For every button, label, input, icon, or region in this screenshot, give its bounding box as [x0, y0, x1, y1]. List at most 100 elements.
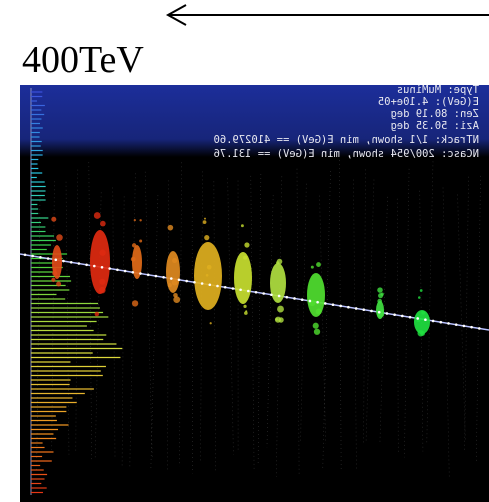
deposit-hit	[277, 259, 283, 265]
deposit-hit	[243, 256, 247, 260]
deposit-hit	[378, 293, 383, 298]
track-point	[447, 322, 450, 325]
deposit-hit	[95, 312, 100, 317]
deposit-cluster	[166, 251, 180, 293]
track-point	[93, 265, 96, 268]
track-point	[386, 312, 389, 315]
deposit-hit	[377, 299, 382, 304]
page: 400TeV Type: MuMinus E(GeV): 4.10e+05 Ze…	[0, 0, 489, 502]
track-point	[255, 291, 258, 294]
deposit-hit	[132, 243, 136, 247]
info-line: E(GeV): 4.10e+05	[378, 96, 479, 108]
track-point	[455, 323, 458, 326]
track-point	[70, 261, 73, 264]
track-point	[316, 301, 319, 304]
deposit-hit	[168, 225, 174, 231]
deposit-hit	[241, 224, 244, 227]
track-point	[170, 277, 173, 280]
track-point	[432, 320, 435, 323]
track-point	[286, 296, 289, 299]
track-point	[347, 306, 350, 309]
deposit-hit	[51, 217, 56, 222]
deposit-hit	[203, 220, 207, 224]
info-line: NCasc: 200/954 shown, min E(GeV) == 131.…	[213, 148, 479, 160]
track-point	[332, 303, 335, 306]
track-point	[239, 288, 242, 291]
track-point	[270, 293, 273, 296]
track-point	[24, 254, 27, 257]
track-point	[478, 327, 481, 330]
track-point	[162, 276, 165, 279]
track-point	[116, 268, 119, 271]
deposit-hit	[134, 219, 136, 221]
track-point	[209, 283, 212, 286]
deposit-hit	[275, 318, 278, 321]
deposit-hit	[204, 218, 206, 220]
deposit-hit	[173, 296, 180, 303]
track-point	[401, 315, 404, 318]
deposit-cluster	[270, 263, 286, 303]
deposit-hit	[99, 250, 105, 256]
deposit-hit	[206, 274, 209, 277]
deposit-hit	[277, 306, 284, 313]
track-point	[185, 280, 188, 283]
deposit-cluster	[90, 230, 110, 294]
track-point	[55, 259, 58, 262]
deposit-hit	[244, 311, 248, 315]
deposit-hit	[207, 265, 212, 270]
deposit-hit	[168, 283, 172, 287]
track-point	[201, 282, 204, 285]
info-line: NTrack: 1/1 shown, min E(GeV) == 410279.…	[213, 134, 479, 146]
info-line: Type: MuMinus	[397, 84, 479, 96]
deposit-hit	[417, 330, 423, 336]
deposit-hit	[172, 280, 178, 286]
deposit-hit	[99, 279, 105, 285]
track-point	[101, 266, 104, 269]
deposit-hit	[314, 329, 320, 335]
track-point	[78, 262, 81, 265]
info-line: Zen: 80.19 deg	[390, 108, 479, 120]
deposit-hit	[172, 258, 177, 263]
deposit-hit	[204, 235, 209, 240]
deposit-hit	[311, 266, 314, 269]
energy-label: 400TeV	[22, 39, 144, 81]
track-point	[278, 295, 281, 298]
track-point	[424, 318, 427, 321]
track-point	[301, 298, 304, 301]
track-point	[132, 271, 135, 274]
track-point	[355, 307, 358, 310]
track-point	[440, 321, 443, 324]
track-point	[378, 311, 381, 314]
track-point	[339, 305, 342, 308]
deposit-cluster	[234, 252, 252, 304]
track-point	[155, 275, 158, 278]
track-point	[224, 286, 227, 289]
track-point	[416, 317, 419, 320]
track-point	[193, 281, 196, 284]
deposit-hit	[377, 287, 383, 293]
track-point	[370, 310, 373, 313]
deposit-hit	[139, 240, 142, 243]
deposit-hit	[420, 289, 423, 292]
deposit-hit	[244, 242, 249, 247]
track-point	[293, 297, 296, 300]
track-point	[470, 326, 473, 329]
track-point	[85, 263, 88, 266]
info-line: Azi: 50.35 deg	[390, 120, 479, 132]
deposit-hit	[131, 257, 136, 262]
deposit-hit	[243, 305, 246, 308]
track-point	[409, 316, 412, 319]
deposit-hit	[56, 234, 63, 241]
track-point	[108, 267, 111, 270]
deposit-hit	[316, 262, 321, 267]
track-point	[147, 273, 150, 276]
deposit-hit	[418, 296, 421, 299]
deposit-hit	[100, 221, 106, 227]
track-point	[309, 300, 312, 303]
track-point	[62, 260, 65, 263]
deposit-hit	[210, 322, 212, 324]
deposit-hit	[99, 287, 106, 294]
track-point	[393, 313, 396, 316]
deposit-hit	[132, 300, 138, 306]
track-point	[463, 325, 466, 328]
